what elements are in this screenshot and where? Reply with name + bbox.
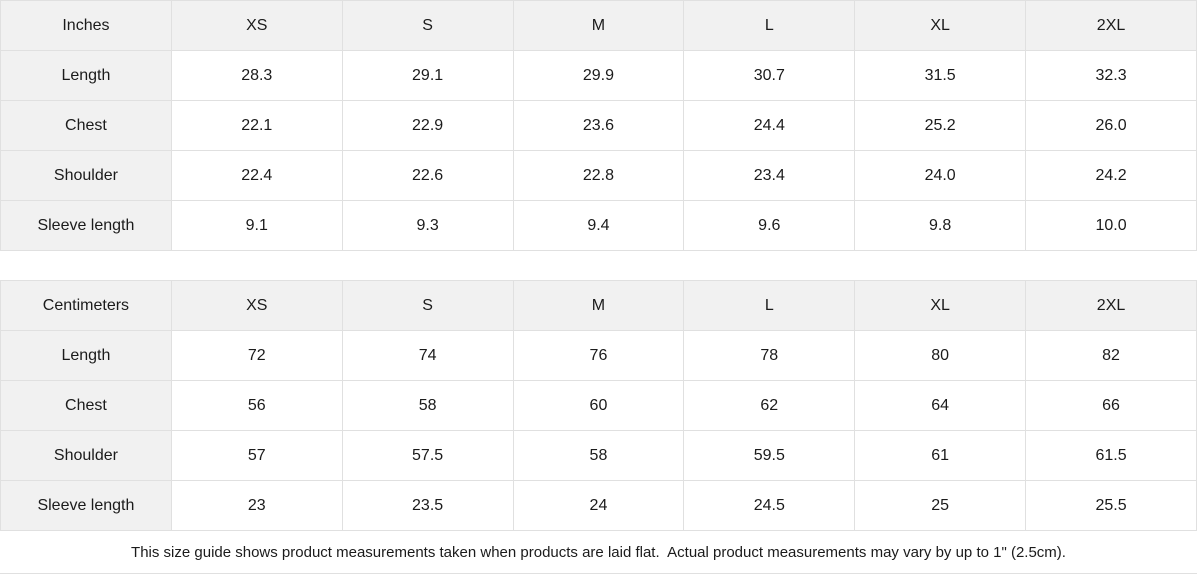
measurement-cell: 25.2 bbox=[854, 100, 1027, 151]
size-header-m: M bbox=[512, 280, 685, 331]
table-row-length-in: Length 28.3 29.1 29.9 30.7 31.5 32.3 bbox=[0, 50, 1197, 101]
size-header-xl: XL bbox=[854, 280, 1027, 331]
row-label: Length bbox=[0, 50, 172, 101]
measurement-cell: 56 bbox=[170, 380, 343, 431]
measurement-cell: 31.5 bbox=[854, 50, 1027, 101]
measurement-cell: 61 bbox=[854, 430, 1027, 481]
measurement-cell: 22.8 bbox=[512, 150, 685, 201]
centimeters-header-row: Centimeters XS S M L XL 2XL bbox=[0, 280, 1197, 331]
measurement-cell: 23.6 bbox=[512, 100, 685, 151]
measurement-cell: 23 bbox=[170, 480, 343, 531]
size-header-xs: XS bbox=[170, 0, 343, 51]
measurement-cell: 60 bbox=[512, 380, 685, 431]
measurement-cell: 29.9 bbox=[512, 50, 685, 101]
measurement-cell: 24.4 bbox=[683, 100, 856, 151]
measurement-cell: 9.8 bbox=[854, 200, 1027, 251]
measurement-cell: 61.5 bbox=[1025, 430, 1197, 481]
row-label: Shoulder bbox=[0, 430, 172, 481]
measurement-cell: 23.4 bbox=[683, 150, 856, 201]
table-row-length-cm: Length 72 74 76 78 80 82 bbox=[0, 330, 1197, 381]
inches-header-row: Inches XS S M L XL 2XL bbox=[0, 0, 1197, 51]
measurement-cell: 9.4 bbox=[512, 200, 685, 251]
table-row-chest-cm: Chest 56 58 60 62 64 66 bbox=[0, 380, 1197, 431]
row-label: Sleeve length bbox=[0, 200, 172, 251]
size-header-l: L bbox=[683, 0, 856, 51]
measurement-cell: 57 bbox=[170, 430, 343, 481]
measurement-cell: 24.2 bbox=[1025, 150, 1197, 201]
measurement-cell: 25.5 bbox=[1025, 480, 1197, 531]
table-row-sleeve-cm: Sleeve length 23 23.5 24 24.5 25 25.5 bbox=[0, 480, 1197, 531]
row-label: Chest bbox=[0, 380, 172, 431]
size-header-s: S bbox=[341, 280, 514, 331]
measurement-cell: 62 bbox=[683, 380, 856, 431]
measurement-cell: 80 bbox=[854, 330, 1027, 381]
measurement-cell: 26.0 bbox=[1025, 100, 1197, 151]
measurement-cell: 58 bbox=[512, 430, 685, 481]
row-label: Chest bbox=[0, 100, 172, 151]
table-row-shoulder-cm: Shoulder 57 57.5 58 59.5 61 61.5 bbox=[0, 430, 1197, 481]
measurement-cell: 82 bbox=[1025, 330, 1197, 381]
measurement-cell: 66 bbox=[1025, 380, 1197, 431]
row-label: Sleeve length bbox=[0, 480, 172, 531]
measurement-cell: 10.0 bbox=[1025, 200, 1197, 251]
measurement-cell: 59.5 bbox=[683, 430, 856, 481]
measurement-cell: 9.6 bbox=[683, 200, 856, 251]
size-header-2xl: 2XL bbox=[1025, 280, 1197, 331]
measurement-cell: 22.4 bbox=[170, 150, 343, 201]
size-header-m: M bbox=[512, 0, 685, 51]
measurement-cell: 57.5 bbox=[341, 430, 514, 481]
unit-header-inches: Inches bbox=[0, 0, 172, 51]
size-header-xs: XS bbox=[170, 280, 343, 331]
size-guide-disclaimer: This size guide shows product measuremen… bbox=[0, 531, 1197, 574]
measurement-cell: 74 bbox=[341, 330, 514, 381]
measurement-cell: 24.5 bbox=[683, 480, 856, 531]
inches-size-table: Inches XS S M L XL 2XL Length 28.3 29.1 … bbox=[0, 0, 1197, 251]
row-label: Length bbox=[0, 330, 172, 381]
unit-header-centimeters: Centimeters bbox=[0, 280, 172, 331]
measurement-cell: 30.7 bbox=[683, 50, 856, 101]
row-label: Shoulder bbox=[0, 150, 172, 201]
tables-spacer bbox=[0, 251, 1197, 280]
measurement-cell: 78 bbox=[683, 330, 856, 381]
measurement-cell: 9.1 bbox=[170, 200, 343, 251]
table-row-sleeve-in: Sleeve length 9.1 9.3 9.4 9.6 9.8 10.0 bbox=[0, 200, 1197, 251]
measurement-cell: 29.1 bbox=[341, 50, 514, 101]
size-header-s: S bbox=[341, 0, 514, 51]
measurement-cell: 9.3 bbox=[341, 200, 514, 251]
measurement-cell: 28.3 bbox=[170, 50, 343, 101]
table-row-shoulder-in: Shoulder 22.4 22.6 22.8 23.4 24.0 24.2 bbox=[0, 150, 1197, 201]
measurement-cell: 64 bbox=[854, 380, 1027, 431]
measurement-cell: 72 bbox=[170, 330, 343, 381]
table-row-chest-in: Chest 22.1 22.9 23.6 24.4 25.2 26.0 bbox=[0, 100, 1197, 151]
centimeters-size-table: Centimeters XS S M L XL 2XL Length 72 74… bbox=[0, 280, 1197, 531]
measurement-cell: 22.1 bbox=[170, 100, 343, 151]
measurement-cell: 32.3 bbox=[1025, 50, 1197, 101]
size-header-2xl: 2XL bbox=[1025, 0, 1197, 51]
size-header-l: L bbox=[683, 280, 856, 331]
size-header-xl: XL bbox=[854, 0, 1027, 51]
measurement-cell: 58 bbox=[341, 380, 514, 431]
measurement-cell: 24.0 bbox=[854, 150, 1027, 201]
measurement-cell: 22.6 bbox=[341, 150, 514, 201]
measurement-cell: 23.5 bbox=[341, 480, 514, 531]
measurement-cell: 22.9 bbox=[341, 100, 514, 151]
measurement-cell: 25 bbox=[854, 480, 1027, 531]
measurement-cell: 24 bbox=[512, 480, 685, 531]
measurement-cell: 76 bbox=[512, 330, 685, 381]
